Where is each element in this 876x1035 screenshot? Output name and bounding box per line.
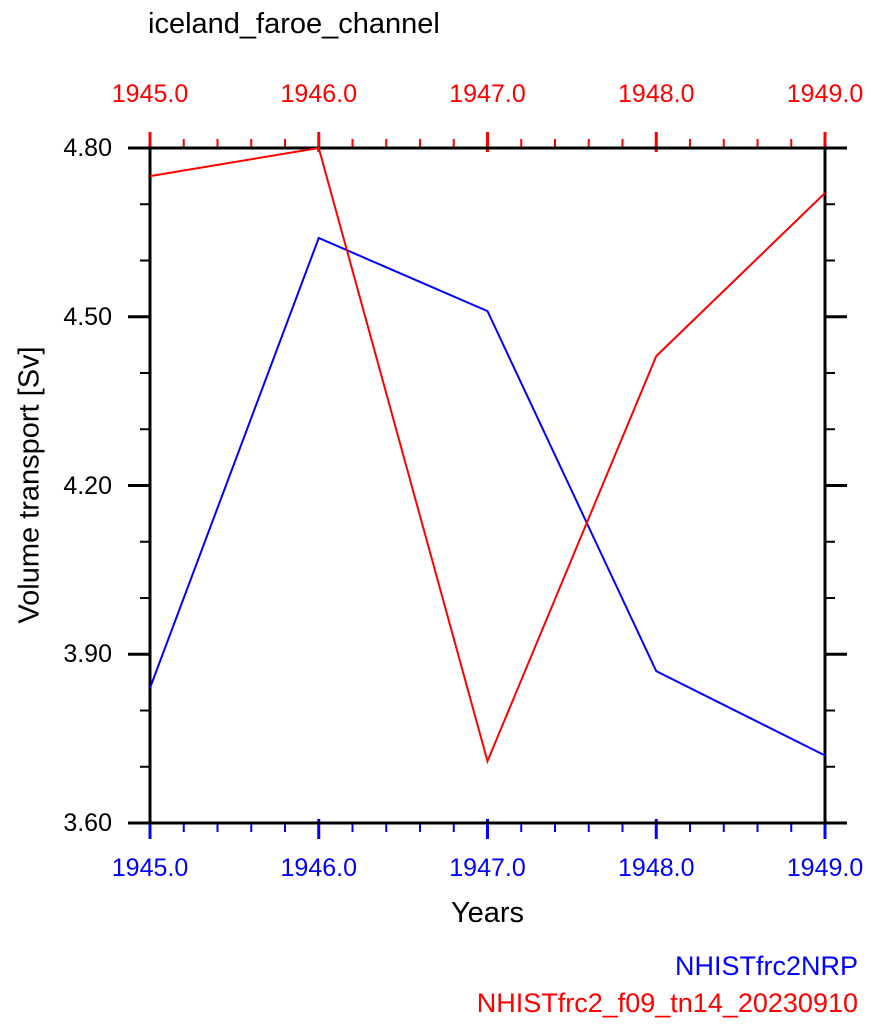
x-axis-top-tick-label: 1947.0 [449, 80, 526, 108]
chart-title: iceland_faroe_channel [148, 8, 440, 40]
series-line-nhistfrc2nrp [149, 236, 826, 757]
y-axis-tick-label: 4.80 [63, 134, 112, 162]
x-axis-top-tick-label: 1945.0 [111, 80, 189, 108]
y-axis-tick-label: 3.90 [63, 640, 112, 669]
x-axis-bottom-tick-label: 1946.0 [280, 854, 357, 882]
x-axis-bottom-tick-label: 1948.0 [618, 854, 695, 882]
y-axis-tick-label: 3.60 [63, 809, 112, 837]
y-axis-tick-label: 4.20 [63, 471, 112, 500]
x-axis-bottom-tick-label: 1945.0 [111, 854, 189, 882]
x-axis-top-tick-label: 1949.0 [786, 80, 864, 108]
series-line-nhistfrc2_f09_tn14_20230910 [149, 146, 826, 765]
legend-item-nhistfrc2-f09-tn14-20230910: NHISTfrc2_f09_tn14_20230910 [476, 988, 858, 1018]
plot-frame [148, 146, 827, 825]
y-axis-tick-label: 4.50 [63, 302, 112, 331]
x-axis-top-tick-label: 1946.0 [280, 80, 357, 108]
legend: NHISTfrc2NRP NHISTfrc2_f09_tn14_20230910 [477, 948, 858, 1022]
legend-item-nhistfrc2nrp: NHISTfrc2NRP [674, 951, 858, 981]
x-axis-title: Years [450, 897, 525, 929]
x-axis-bottom-tick-label: 1949.0 [786, 854, 864, 882]
x-axis-top-tick-label: 1948.0 [618, 80, 695, 108]
x-axis-bottom-tick-label: 1947.0 [449, 854, 526, 882]
